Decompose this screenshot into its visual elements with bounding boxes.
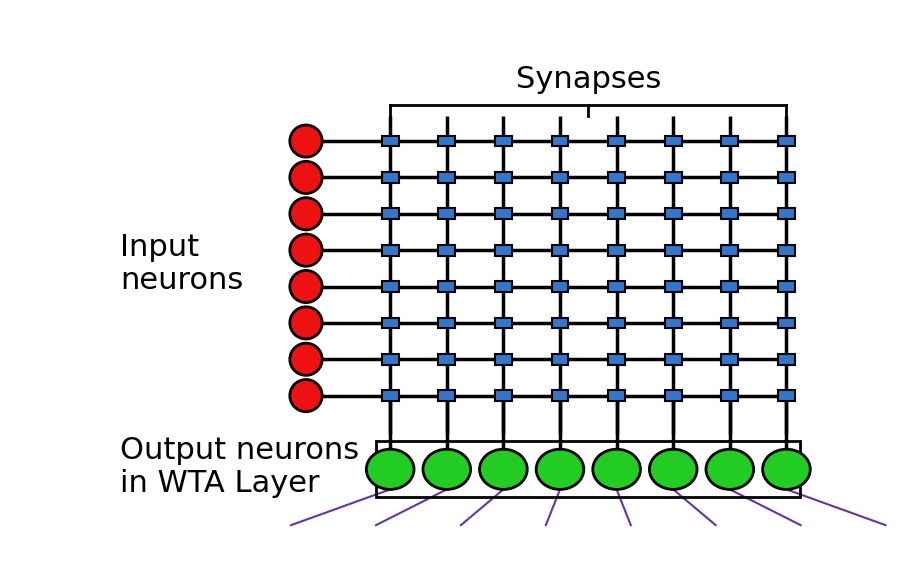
Ellipse shape — [480, 449, 528, 490]
FancyBboxPatch shape — [721, 208, 738, 219]
FancyBboxPatch shape — [721, 172, 738, 183]
Ellipse shape — [423, 449, 471, 490]
FancyBboxPatch shape — [382, 208, 398, 219]
FancyBboxPatch shape — [778, 390, 795, 401]
Bar — [376, 441, 800, 498]
FancyBboxPatch shape — [551, 281, 568, 292]
FancyBboxPatch shape — [665, 281, 681, 292]
FancyBboxPatch shape — [608, 245, 625, 256]
FancyBboxPatch shape — [608, 136, 625, 146]
Ellipse shape — [290, 379, 322, 412]
Ellipse shape — [536, 449, 584, 490]
FancyBboxPatch shape — [495, 281, 512, 292]
FancyBboxPatch shape — [778, 317, 795, 328]
FancyBboxPatch shape — [721, 317, 738, 328]
FancyBboxPatch shape — [495, 390, 512, 401]
FancyBboxPatch shape — [608, 354, 625, 365]
FancyBboxPatch shape — [495, 136, 512, 146]
FancyBboxPatch shape — [382, 281, 398, 292]
FancyBboxPatch shape — [495, 354, 512, 365]
FancyBboxPatch shape — [608, 281, 625, 292]
FancyBboxPatch shape — [721, 136, 738, 146]
Text: Output neurons
in WTA Layer: Output neurons in WTA Layer — [120, 436, 359, 498]
FancyBboxPatch shape — [382, 136, 398, 146]
FancyBboxPatch shape — [721, 281, 738, 292]
FancyBboxPatch shape — [665, 136, 681, 146]
FancyBboxPatch shape — [608, 390, 625, 401]
FancyBboxPatch shape — [438, 281, 455, 292]
Ellipse shape — [593, 449, 641, 490]
FancyBboxPatch shape — [551, 208, 568, 219]
FancyBboxPatch shape — [778, 281, 795, 292]
Ellipse shape — [290, 343, 322, 375]
FancyBboxPatch shape — [778, 354, 795, 365]
Ellipse shape — [290, 161, 322, 194]
FancyBboxPatch shape — [665, 208, 681, 219]
FancyBboxPatch shape — [778, 136, 795, 146]
Ellipse shape — [290, 198, 322, 230]
FancyBboxPatch shape — [495, 317, 512, 328]
FancyBboxPatch shape — [551, 390, 568, 401]
FancyBboxPatch shape — [438, 317, 455, 328]
FancyBboxPatch shape — [382, 390, 398, 401]
Ellipse shape — [290, 234, 322, 266]
FancyBboxPatch shape — [778, 172, 795, 183]
FancyBboxPatch shape — [382, 172, 398, 183]
FancyBboxPatch shape — [551, 172, 568, 183]
FancyBboxPatch shape — [551, 136, 568, 146]
FancyBboxPatch shape — [665, 172, 681, 183]
Ellipse shape — [367, 449, 414, 490]
FancyBboxPatch shape — [665, 354, 681, 365]
FancyBboxPatch shape — [551, 245, 568, 256]
Text: Synapses: Synapses — [516, 65, 661, 94]
Ellipse shape — [650, 449, 697, 490]
FancyBboxPatch shape — [382, 354, 398, 365]
FancyBboxPatch shape — [382, 245, 398, 256]
FancyBboxPatch shape — [495, 208, 512, 219]
FancyBboxPatch shape — [721, 245, 738, 256]
FancyBboxPatch shape — [551, 317, 568, 328]
FancyBboxPatch shape — [551, 354, 568, 365]
FancyBboxPatch shape — [438, 136, 455, 146]
FancyBboxPatch shape — [778, 208, 795, 219]
Ellipse shape — [290, 270, 322, 303]
FancyBboxPatch shape — [721, 354, 738, 365]
FancyBboxPatch shape — [438, 172, 455, 183]
FancyBboxPatch shape — [608, 208, 625, 219]
Ellipse shape — [763, 449, 810, 490]
FancyBboxPatch shape — [495, 245, 512, 256]
Ellipse shape — [706, 449, 754, 490]
FancyBboxPatch shape — [665, 245, 681, 256]
FancyBboxPatch shape — [665, 317, 681, 328]
FancyBboxPatch shape — [438, 390, 455, 401]
Ellipse shape — [290, 125, 322, 157]
FancyBboxPatch shape — [721, 390, 738, 401]
Ellipse shape — [290, 307, 322, 339]
FancyBboxPatch shape — [665, 390, 681, 401]
Text: Input
neurons: Input neurons — [120, 233, 243, 295]
FancyBboxPatch shape — [495, 172, 512, 183]
FancyBboxPatch shape — [438, 354, 455, 365]
FancyBboxPatch shape — [382, 317, 398, 328]
FancyBboxPatch shape — [438, 245, 455, 256]
FancyBboxPatch shape — [778, 245, 795, 256]
FancyBboxPatch shape — [438, 208, 455, 219]
FancyBboxPatch shape — [608, 317, 625, 328]
FancyBboxPatch shape — [608, 172, 625, 183]
